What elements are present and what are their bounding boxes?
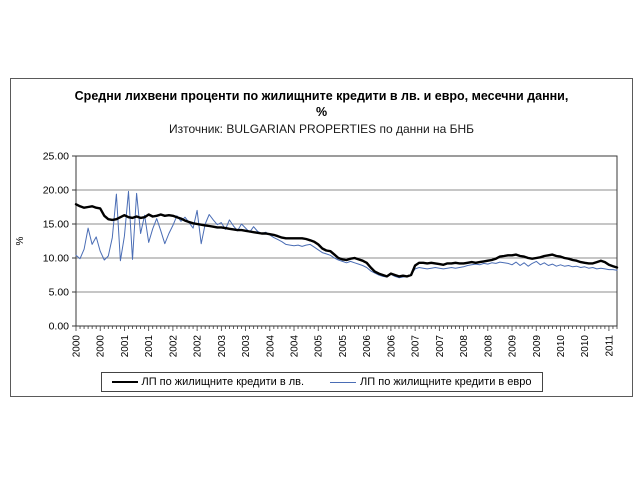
legend-item-eur: ЛП по жилищните кредити в евро [330,376,532,388]
x-tick-label: 2004 [265,335,276,358]
series-line-bgn [74,203,619,278]
legend-item-bgn: ЛП по жилищните кредити в лв. [111,376,304,388]
x-tick-label: 2007 [411,335,422,358]
x-tick-label: 2006 [362,335,373,358]
x-tick-label: 2010 [556,335,567,358]
chart-title: Средни лихвени проценти по жилищните кре… [74,89,569,120]
x-tick-label: 2005 [338,335,349,358]
x-tick-label: 2003 [217,335,228,358]
legend-label-bgn: ЛП по жилищните кредити в лв. [141,376,305,388]
x-tick-label: 2000 [72,335,83,358]
x-tick-label: 2007 [435,335,446,358]
x-tick-label: 2005 [314,335,325,358]
x-tick-label: 2010 [580,335,591,358]
x-tick-label: 2004 [290,335,301,358]
legend: ЛП по жилищните кредити в лв. ЛП по жили… [100,372,543,392]
bgn-line-sample [111,381,138,383]
x-tick-label: 2011 [604,335,615,357]
y-axis-title: % [15,236,26,245]
x-tick-label: 2006 [386,335,397,358]
y-tick-label: 25.00 [43,151,69,163]
x-tick-label: 2001 [120,335,131,358]
y-tick-label: 10.00 [43,253,69,265]
chart-subtitle: Източник: BULGARIAN PROPERTIES по данни … [168,121,475,136]
x-tick-label: 2003 [241,335,252,358]
plot-border [75,155,618,327]
x-tick-label: 2009 [532,335,543,358]
x-tick-label: 2008 [483,335,494,358]
chart-container: 0.00 5.00 10.00 15.00 20.00 25.00 2000 2000 2001… [10,78,633,397]
y-tick-label: 0.00 [49,321,70,333]
x-tick-label: 2008 [459,335,470,358]
y-tick-label: 20.00 [43,185,69,197]
x-tick-label: 2002 [168,335,179,358]
x-tick-label: 2001 [144,335,155,358]
series-line-eur [75,190,618,279]
legend-label-eur: ЛП по жилищните кредити в евро [360,376,532,388]
x-tick-label: 2002 [193,335,204,358]
x-tick-label: 2000 [96,335,107,358]
y-tick-label: 15.00 [43,219,69,231]
y-tick-label: 5.00 [49,287,70,299]
x-tick-label: 2009 [508,335,519,358]
plot-area: 0.00 5.00 10.00 15.00 20.00 25.00 2000 2000 2001… [15,151,619,358]
eur-line-sample [330,381,357,383]
